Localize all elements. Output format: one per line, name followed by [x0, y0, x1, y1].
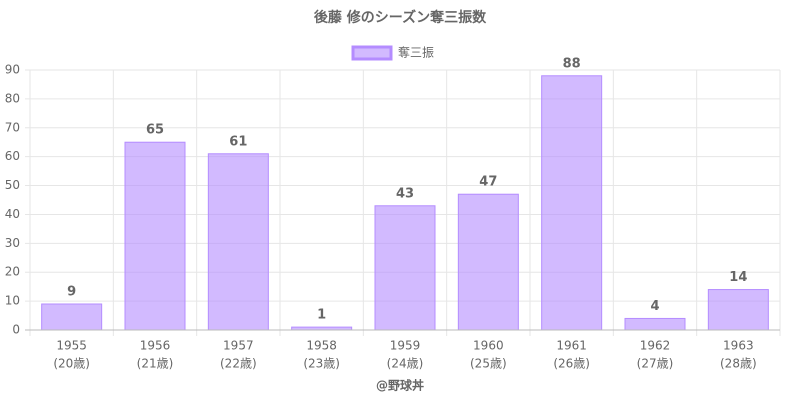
value-label: 43 [396, 186, 414, 201]
y-tick-label: 90 [5, 63, 20, 77]
legend-label: 奪三振 [398, 45, 434, 60]
x-tick-sublabel: (25歳) [470, 357, 507, 371]
y-tick-label: 80 [5, 91, 20, 105]
y-tick-label: 40 [5, 207, 20, 221]
y-tick-label: 60 [5, 149, 20, 163]
y-tick-label: 50 [5, 178, 20, 192]
value-label: 9 [67, 285, 76, 300]
bar [707, 289, 769, 331]
x-axis-label: @野球丼 [376, 378, 424, 393]
x-tick-sublabel: (23歳) [303, 357, 340, 371]
x-tick-sublabel: (22歳) [220, 357, 257, 371]
y-tick-label: 70 [5, 120, 20, 134]
x-tick-label: 1963 [723, 339, 754, 353]
x-tick-label: 1955 [56, 339, 87, 353]
chart-title: 後藤 修のシーズン奪三振数 [314, 9, 487, 26]
bar [457, 193, 519, 331]
x-tick-label: 1957 [223, 339, 254, 353]
x-tick-label: 1962 [640, 339, 671, 353]
x-tick-sublabel: (24歳) [387, 357, 424, 371]
y-tick-label: 20 [5, 265, 20, 279]
x-tick-sublabel: (21歳) [137, 357, 174, 371]
value-label: 61 [229, 134, 247, 149]
x-tick-sublabel: (27歳) [637, 357, 674, 371]
x-tick-sublabel: (20歳) [53, 357, 90, 371]
bar [207, 153, 269, 331]
legend-swatch [351, 45, 393, 61]
value-label: 47 [479, 175, 497, 190]
x-tick-label: 1958 [306, 339, 337, 353]
bar [624, 317, 686, 331]
value-label: 14 [729, 270, 747, 285]
bar [41, 303, 103, 331]
value-label: 4 [650, 299, 659, 314]
y-tick-label: 0 [12, 323, 20, 337]
x-tick-label: 1956 [140, 339, 171, 353]
y-tick-label: 30 [5, 236, 20, 250]
bar [541, 75, 603, 331]
x-tick-sublabel: (26歳) [553, 357, 590, 371]
bar [374, 205, 436, 331]
x-tick-sublabel: (28歳) [720, 357, 757, 371]
y-tick-label: 10 [5, 294, 20, 308]
x-tick-label: 1961 [556, 339, 587, 353]
bar [124, 141, 186, 331]
value-label: 1 [317, 308, 326, 323]
value-label: 65 [146, 123, 164, 138]
x-tick-label: 1959 [390, 339, 421, 353]
value-label: 88 [563, 56, 581, 71]
x-tick-label: 1960 [473, 339, 504, 353]
